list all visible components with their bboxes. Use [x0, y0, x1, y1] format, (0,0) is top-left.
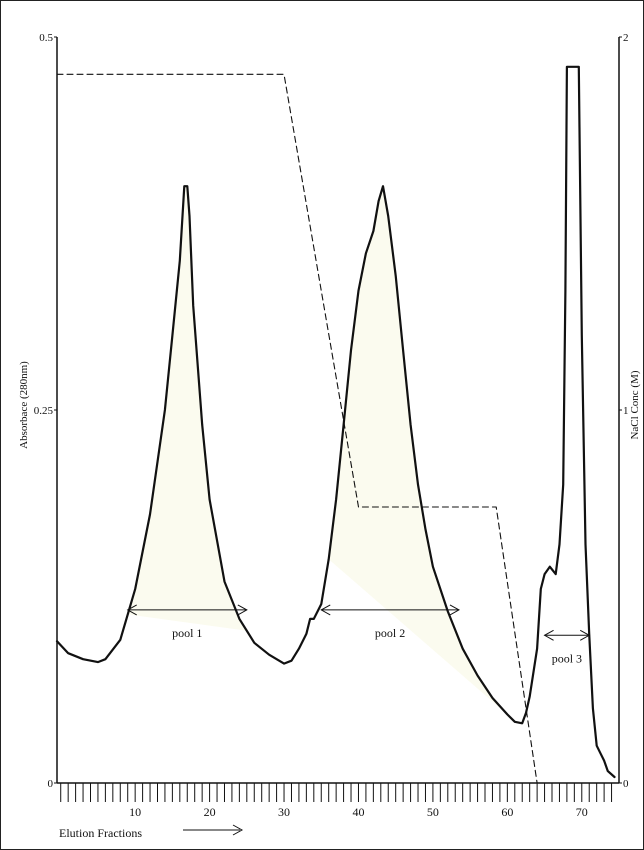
x-tick-label: 20 — [204, 805, 216, 819]
series-group — [55, 65, 616, 784]
pool-shade-2 — [328, 188, 508, 715]
pool-arrow-head-left — [320, 604, 331, 616]
y-ticks: 0 0.25 0.5 0 1 2 — [34, 32, 629, 790]
pool-2-range: pool 2 — [320, 604, 460, 640]
pool-shade-1 — [127, 186, 247, 631]
x-tick-label: 50 — [427, 805, 439, 819]
y2-tick-label: 0 — [623, 778, 629, 790]
y2-tick-label: 1 — [623, 405, 629, 417]
pool-shading — [127, 186, 508, 715]
y-axis-title: Absorbace (280nm) — [18, 361, 30, 449]
pool-label: pool 1 — [172, 626, 202, 640]
annotations: pool 1 pool 2 pool 3 — [126, 604, 591, 665]
x-tick-label: 30 — [278, 805, 290, 819]
x-axis-arrow — [183, 824, 244, 836]
nacl-gradient-line — [56, 73, 616, 784]
y-tick-label: 0.25 — [34, 405, 54, 417]
pool-arrow-head-left — [126, 604, 137, 616]
pool-arrow-head-right — [449, 604, 460, 616]
absorbance-line — [55, 65, 616, 779]
pool-label: pool 2 — [375, 626, 405, 640]
y2-axis-title: NaCl Conc (M) — [629, 370, 641, 439]
x-tick-label: 70 — [576, 805, 588, 819]
x-tick-label: 40 — [352, 805, 364, 819]
y2-tick-label: 2 — [623, 32, 629, 44]
pool-arrow-head-left — [543, 629, 554, 641]
pool-1-range: pool 1 — [126, 604, 248, 640]
y-tick-label: 0.5 — [39, 32, 53, 44]
x-axis-title: Elution Fractions — [59, 826, 142, 840]
x-tick-label: 10 — [129, 805, 141, 819]
pool-arrow-head-right — [579, 629, 591, 641]
x-ticks: 10 20 30 40 50 60 70 — [60, 783, 613, 819]
y-tick-label: 0 — [48, 778, 54, 790]
pool-arrow-head-right — [237, 604, 248, 616]
pool-label: pool 3 — [552, 651, 582, 665]
pool-3-range: pool 3 — [543, 629, 591, 665]
x-tick-label: 60 — [501, 805, 513, 819]
